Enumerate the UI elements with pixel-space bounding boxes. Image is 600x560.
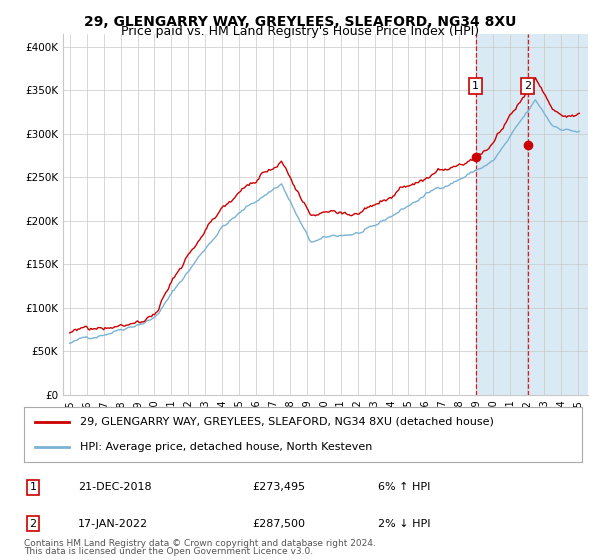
Text: 1: 1 — [472, 81, 479, 91]
Text: 1: 1 — [29, 482, 37, 492]
Text: 6% ↑ HPI: 6% ↑ HPI — [378, 482, 430, 492]
Text: 17-JAN-2022: 17-JAN-2022 — [78, 519, 148, 529]
Text: 29, GLENGARRY WAY, GREYLEES, SLEAFORD, NG34 8XU (detached house): 29, GLENGARRY WAY, GREYLEES, SLEAFORD, N… — [80, 417, 494, 427]
Text: 2: 2 — [29, 519, 37, 529]
Text: 2: 2 — [524, 81, 531, 91]
Text: £287,500: £287,500 — [252, 519, 305, 529]
Bar — [476, 34, 588, 395]
Text: HPI: Average price, detached house, North Kesteven: HPI: Average price, detached house, Nort… — [80, 442, 372, 452]
Text: This data is licensed under the Open Government Licence v3.0.: This data is licensed under the Open Gov… — [24, 547, 313, 556]
Text: Price paid vs. HM Land Registry's House Price Index (HPI): Price paid vs. HM Land Registry's House … — [121, 25, 479, 38]
Text: 2% ↓ HPI: 2% ↓ HPI — [378, 519, 431, 529]
Text: 29, GLENGARRY WAY, GREYLEES, SLEAFORD, NG34 8XU: 29, GLENGARRY WAY, GREYLEES, SLEAFORD, N… — [84, 15, 516, 29]
Text: 21-DEC-2018: 21-DEC-2018 — [78, 482, 152, 492]
Text: Contains HM Land Registry data © Crown copyright and database right 2024.: Contains HM Land Registry data © Crown c… — [24, 539, 376, 548]
Text: £273,495: £273,495 — [252, 482, 305, 492]
